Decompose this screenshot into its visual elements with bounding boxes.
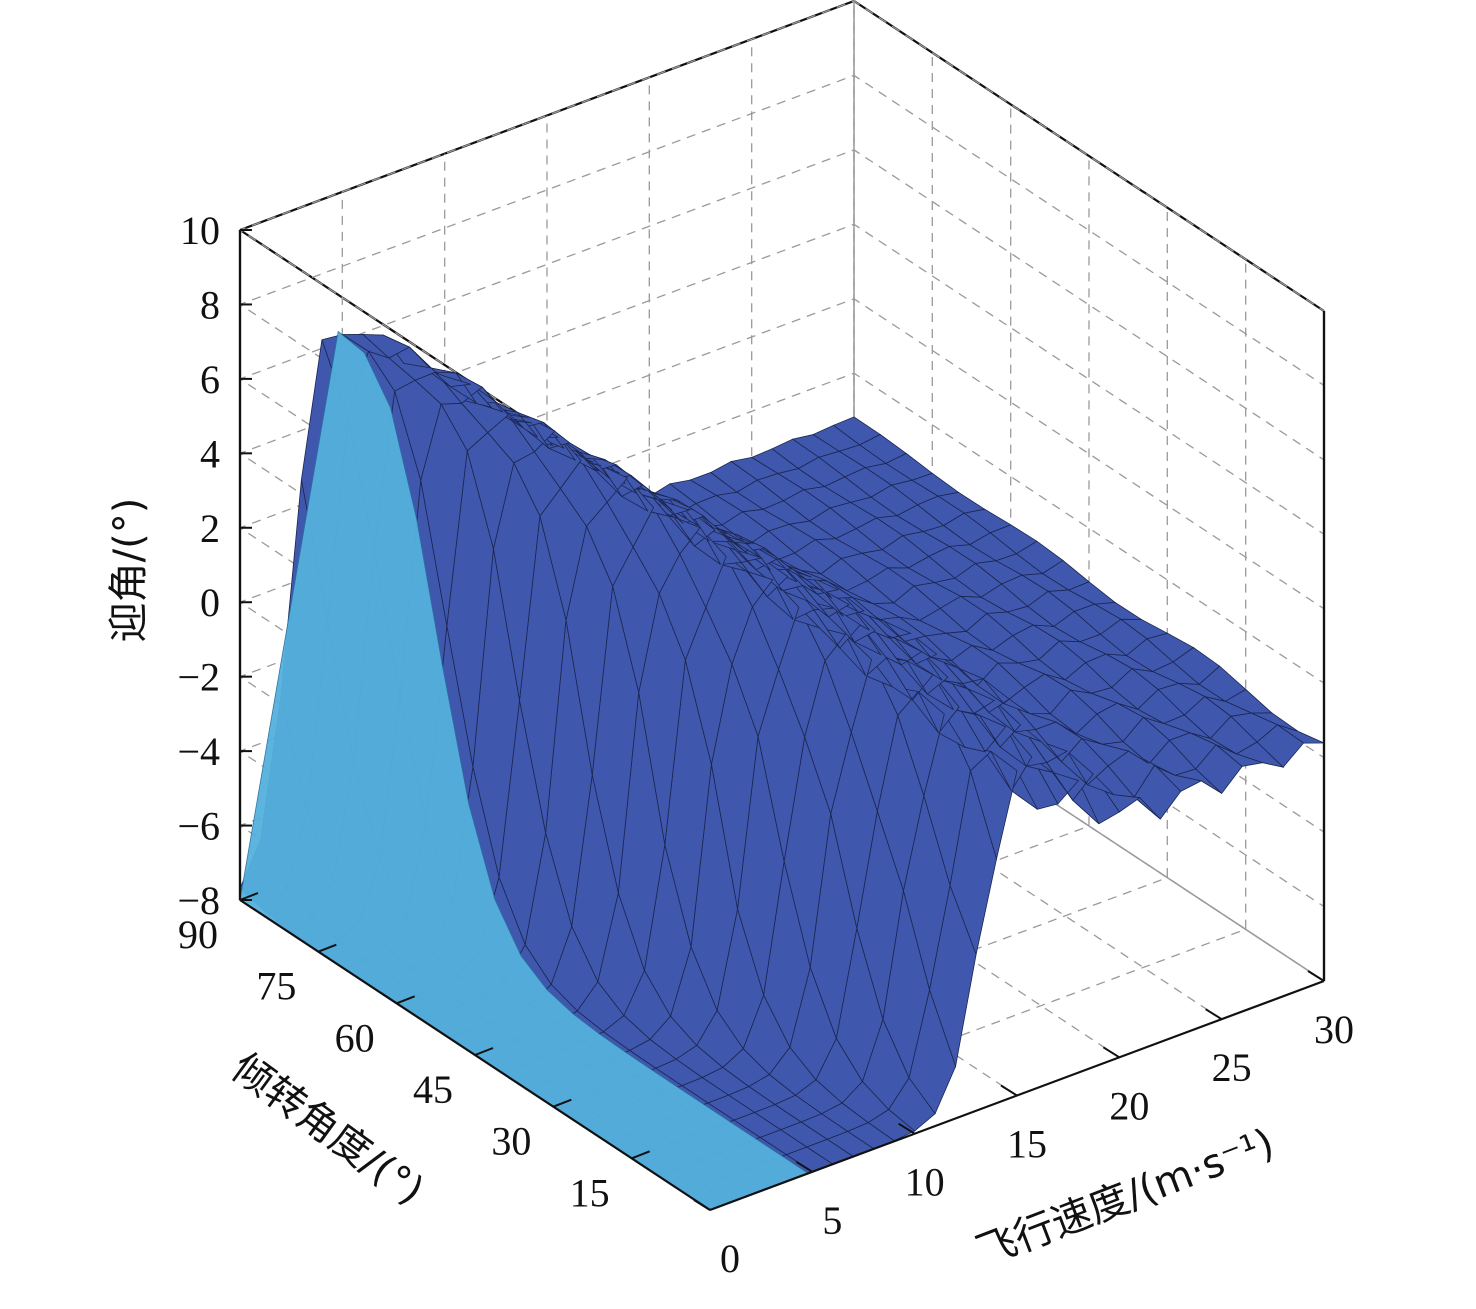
tilt-tick-label: 15 xyxy=(570,1170,610,1215)
z-tick-label: −2 xyxy=(177,655,220,700)
tilt-axis-ticks: 90 75 60 45 30 15 xyxy=(178,892,651,1215)
z-tick-label: −4 xyxy=(177,729,220,774)
speed-tick-mark xyxy=(1205,1008,1223,1021)
speed-tick-label: 5 xyxy=(822,1198,842,1243)
z-axis-title: 迎角/(°) xyxy=(106,498,152,643)
speed-tick-label: 20 xyxy=(1109,1083,1149,1128)
speed-tick-mark xyxy=(898,1122,916,1135)
z-tick-label: −6 xyxy=(177,804,220,849)
speed-axis-ticks: 0 5 10 15 20 25 30 xyxy=(693,970,1354,1281)
surface xyxy=(239,330,1325,1211)
tilt-tick-label: 30 xyxy=(491,1119,531,1164)
speed-tick-mark xyxy=(1102,1046,1120,1059)
z-tick-label: 6 xyxy=(200,357,220,402)
z-tick-label: 0 xyxy=(200,580,220,625)
tilt-tick-mark xyxy=(239,892,259,901)
z-tick-label: 2 xyxy=(200,506,220,551)
speed-tick-mark xyxy=(795,1160,813,1173)
z-tick-label: 4 xyxy=(200,431,220,476)
tilt-tick-mark xyxy=(474,1047,494,1056)
tilt-tick-label: 90 xyxy=(178,912,218,957)
tilt-tick-mark xyxy=(552,1098,572,1108)
speed-tick-label: 10 xyxy=(905,1160,945,1205)
z-tick-label: −8 xyxy=(177,878,220,923)
speed-tick-mark xyxy=(693,1199,711,1211)
z-tick-label: 10 xyxy=(180,208,220,253)
z-tick-label: 8 xyxy=(200,282,220,327)
speed-tick-mark xyxy=(1000,1084,1018,1097)
tilt-axis-title: 倾转角度/(°) xyxy=(223,1045,432,1214)
z-axis-ticks: 10 8 6 4 2 0 −2 −4 −6 −8 xyxy=(177,208,252,923)
speed-tick-label: 25 xyxy=(1212,1045,1252,1090)
tilt-tick-mark xyxy=(317,943,337,953)
tilt-tick-label: 60 xyxy=(335,1015,375,1060)
tilt-tick-mark xyxy=(396,995,416,1005)
tilt-tick-label: 75 xyxy=(256,964,296,1009)
speed-tick-label: 30 xyxy=(1314,1007,1354,1052)
speed-tick-mark xyxy=(1307,970,1325,982)
speed-tick-label: 0 xyxy=(720,1236,740,1281)
tilt-tick-mark xyxy=(631,1150,651,1160)
speed-tick-label: 15 xyxy=(1007,1122,1047,1167)
tilt-tick-label: 45 xyxy=(413,1067,453,1112)
